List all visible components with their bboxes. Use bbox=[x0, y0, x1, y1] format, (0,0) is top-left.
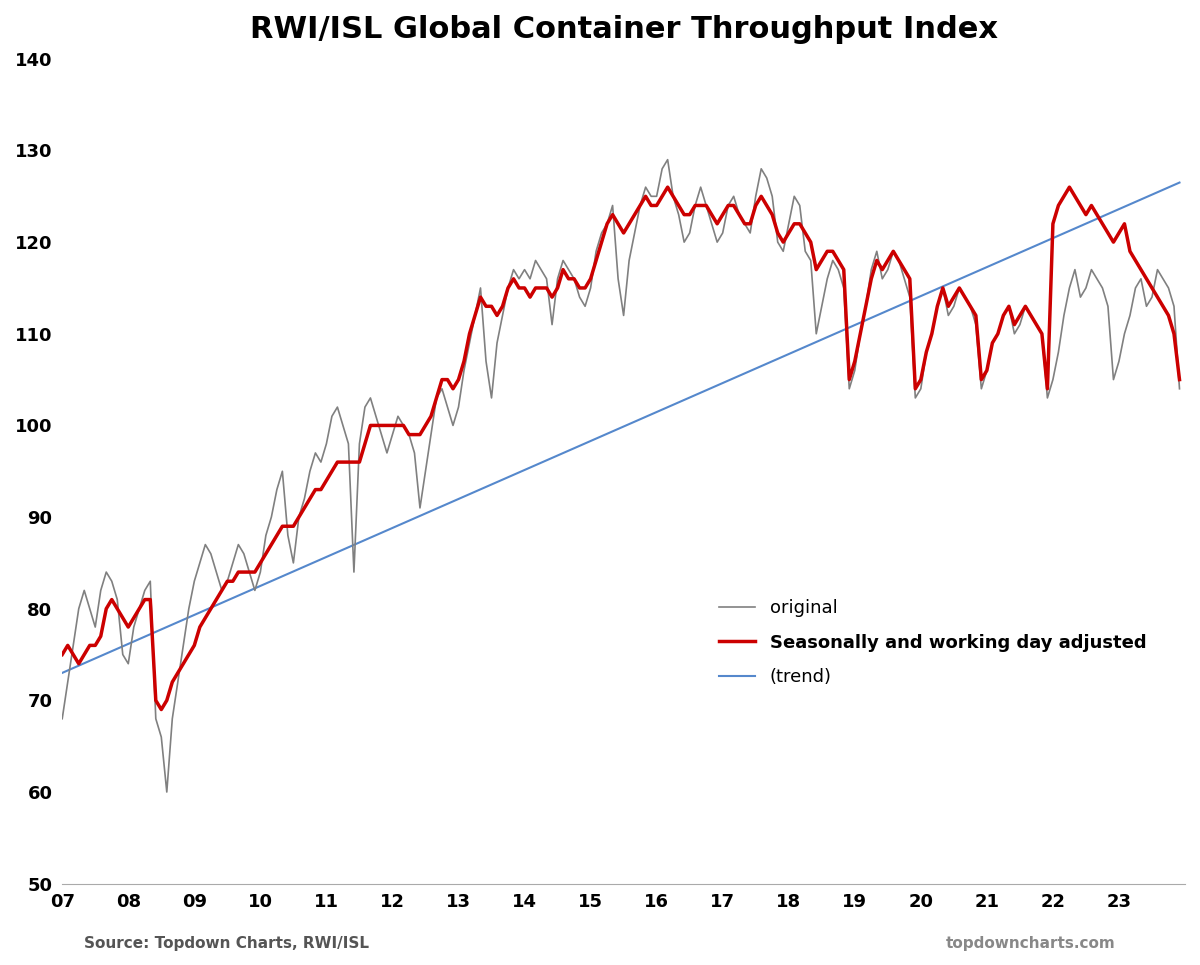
Text: Source: Topdown Charts, RWI/ISL: Source: Topdown Charts, RWI/ISL bbox=[84, 935, 370, 951]
Legend: original, Seasonally and working day adjusted, (trend): original, Seasonally and working day adj… bbox=[712, 593, 1153, 693]
Title: RWI/ISL Global Container Throughput Index: RWI/ISL Global Container Throughput Inde… bbox=[250, 15, 997, 44]
Text: topdowncharts.com: topdowncharts.com bbox=[947, 935, 1116, 951]
